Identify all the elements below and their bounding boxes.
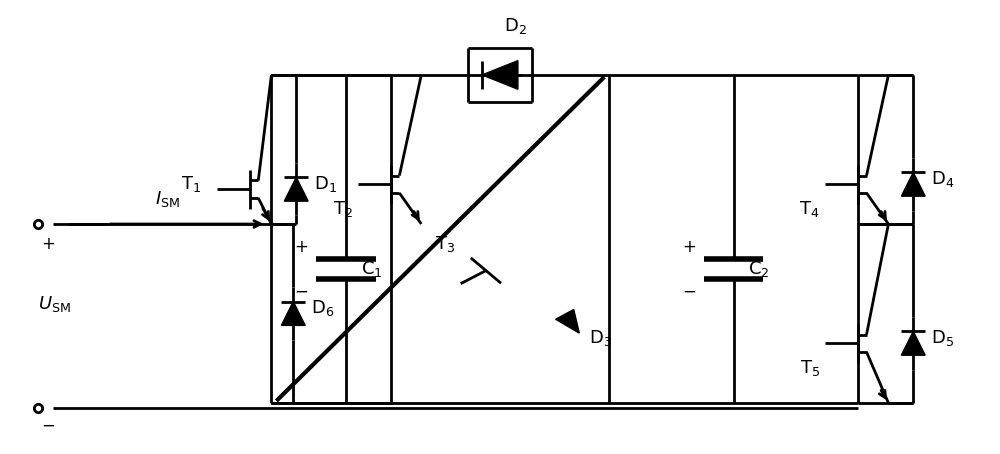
Text: $I_{\mathrm{SM}}$: $I_{\mathrm{SM}}$ — [155, 189, 180, 209]
Text: $+$: $+$ — [682, 238, 696, 256]
Text: $\mathrm{D_6}$: $\mathrm{D_6}$ — [311, 298, 334, 319]
Text: $\mathrm{D_1}$: $\mathrm{D_1}$ — [314, 174, 337, 194]
Polygon shape — [281, 301, 305, 326]
Text: $-$: $-$ — [294, 281, 308, 300]
Text: $\mathrm{D_5}$: $\mathrm{D_5}$ — [931, 328, 954, 348]
Text: $\mathrm{T_2}$: $\mathrm{T_2}$ — [333, 199, 353, 219]
Text: $U_{\mathrm{SM}}$: $U_{\mathrm{SM}}$ — [38, 294, 71, 314]
Polygon shape — [284, 178, 308, 201]
Text: $\mathrm{D_2}$: $\mathrm{D_2}$ — [504, 15, 526, 35]
Text: $\mathrm{T_3}$: $\mathrm{T_3}$ — [435, 234, 455, 254]
Text: $-$: $-$ — [41, 416, 55, 434]
Text: $+$: $+$ — [41, 235, 55, 253]
Text: $+$: $+$ — [294, 238, 308, 256]
Text: $\mathrm{T_4}$: $\mathrm{T_4}$ — [799, 199, 820, 219]
Text: $\mathrm{D_3}$: $\mathrm{D_3}$ — [589, 328, 612, 348]
Text: $\mathrm{C_2}$: $\mathrm{C_2}$ — [748, 259, 770, 279]
Polygon shape — [901, 331, 925, 355]
Text: $\mathrm{D_4}$: $\mathrm{D_4}$ — [931, 169, 954, 189]
Text: $\mathrm{T_5}$: $\mathrm{T_5}$ — [800, 358, 820, 378]
Polygon shape — [556, 310, 579, 333]
Polygon shape — [901, 173, 925, 196]
Polygon shape — [482, 61, 518, 89]
Text: $\mathrm{T_1}$: $\mathrm{T_1}$ — [181, 174, 201, 194]
Text: $-$: $-$ — [682, 281, 696, 300]
Text: $\mathrm{C_1}$: $\mathrm{C_1}$ — [361, 259, 382, 279]
